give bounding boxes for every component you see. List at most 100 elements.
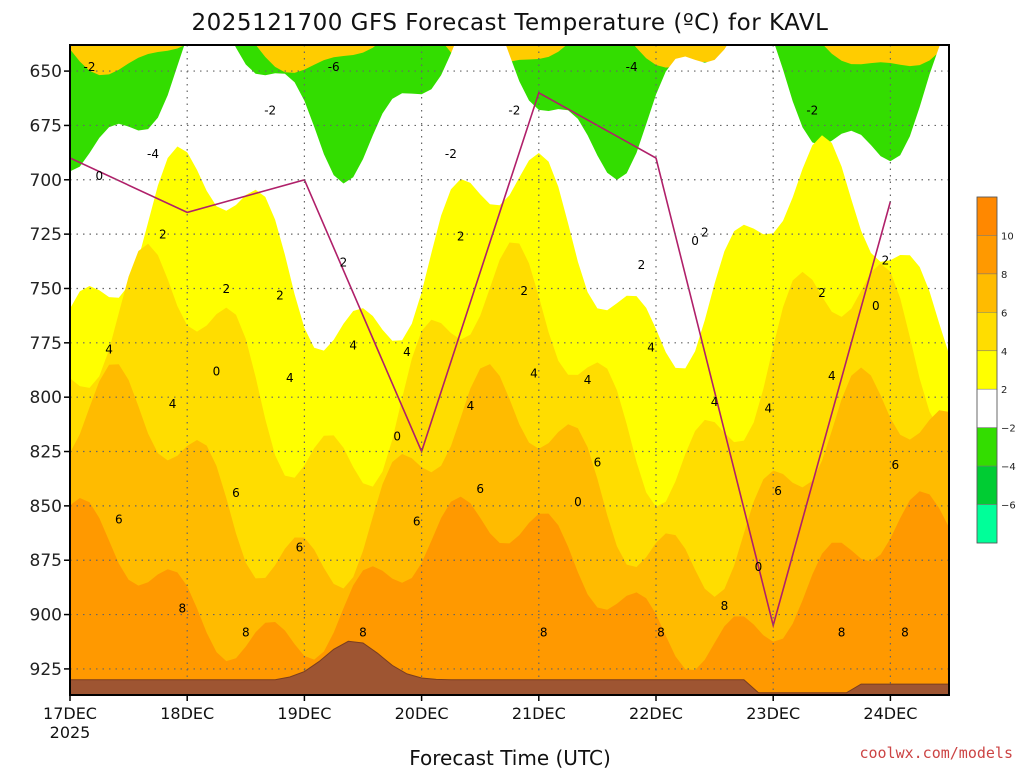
y-tick-label: 900	[30, 606, 62, 626]
contour-label: 8	[242, 625, 250, 639]
contour-label: 6	[476, 482, 484, 496]
x-tick-label: 18DEC	[160, 704, 214, 723]
colorbar-tick-label: −4	[1001, 462, 1016, 473]
contour-label: 0	[393, 430, 401, 444]
credit-text: coolwx.com/models	[859, 744, 1013, 762]
contour-label: 8	[721, 599, 729, 613]
contour-label: 6	[115, 512, 123, 526]
contour-label: 2	[340, 256, 348, 270]
contour-label: 2	[457, 230, 465, 244]
x-axis-label: Forecast Time (UTC)	[409, 746, 611, 768]
contour-label: 0	[872, 299, 880, 313]
contour-label: 8	[540, 625, 548, 639]
contour-label: 6	[774, 484, 782, 498]
contour-label: 0	[574, 495, 582, 509]
contour-label: 4	[467, 399, 475, 413]
x-tick-label: 21DEC	[512, 704, 566, 723]
contour-label: 6	[413, 514, 421, 528]
y-tick-label: 750	[30, 279, 62, 299]
y-tick-label: 700	[30, 171, 62, 191]
contour-label: 0	[95, 169, 103, 183]
colorbar-tick-label: 6	[1001, 308, 1007, 319]
chart-title: 2025121700 GFS Forecast Temperature (ºC)…	[192, 10, 829, 36]
colorbar-swatch	[976, 235, 998, 275]
contour-label: -2	[264, 104, 276, 118]
x-tick-label: 24DEC	[863, 704, 917, 723]
contour-label: 4	[530, 367, 538, 381]
colorbar-tick-label: 10	[1001, 231, 1014, 242]
y-tick-label: 825	[30, 443, 62, 463]
contour-label: -2	[84, 60, 96, 74]
contour-label: 4	[647, 341, 655, 355]
colorbar-swatch	[976, 273, 998, 313]
colorbar-swatch	[976, 350, 998, 390]
colorbar-swatch	[976, 312, 998, 351]
contour-label: 6	[891, 458, 899, 472]
colorbar-tick-label: 8	[1001, 270, 1007, 281]
y-tick-label: 650	[30, 62, 62, 82]
freezing-isotherm	[70, 91, 892, 629]
colorbar-swatch	[976, 465, 998, 505]
terrain	[70, 640, 949, 695]
plot-frame	[69, 44, 950, 696]
contour-label: -2	[445, 147, 457, 161]
y-tick-label: 925	[30, 660, 62, 680]
colorbar-swatch	[976, 504, 998, 544]
x-tick-label: 23DEC	[746, 704, 800, 723]
contour-label: -2	[508, 104, 520, 118]
temperature-band	[70, 364, 949, 695]
contour-label: 2	[882, 254, 890, 268]
contour-label: 2	[222, 282, 230, 296]
colorbar-tick-label: −6	[1001, 501, 1016, 512]
colorbar-legend: 10 8 6 4 2 −2 −4 −6	[976, 196, 1016, 544]
contour-label: 2	[159, 228, 167, 242]
contour-label: 2	[638, 258, 646, 272]
y-tick-label: 725	[30, 225, 62, 245]
temperature-band	[70, 491, 949, 695]
y-tick-label: 875	[30, 551, 62, 571]
contour-label: 6	[296, 541, 304, 555]
contour-label: 8	[178, 601, 186, 615]
contour-label: 0	[755, 560, 763, 574]
contour-label: 8	[901, 625, 909, 639]
contour-label: 6	[232, 486, 240, 500]
colorbar-tick-label: 2	[1001, 385, 1007, 396]
y-tick-label: 775	[30, 334, 62, 354]
x-tick-label: 22DEC	[629, 704, 683, 723]
contour-label: 4	[105, 343, 113, 357]
y-tick-label: 800	[30, 388, 62, 408]
contour-label: 2	[520, 284, 528, 298]
y-tick-label: 675	[30, 116, 62, 136]
colorbar-tick-label: −2	[1001, 424, 1016, 435]
contour-label: -2	[806, 104, 818, 118]
contour-label: 6	[594, 456, 602, 470]
contour-label: 4	[169, 397, 177, 411]
x-tick-label: 17DEC	[43, 704, 97, 723]
contour-label: 8	[359, 625, 367, 639]
contour-label: 0	[691, 234, 699, 248]
colorbar-frame	[976, 196, 998, 544]
colorbar-swatch	[976, 388, 998, 428]
contour-label: 0	[213, 364, 221, 378]
y-tick-label: 850	[30, 497, 62, 517]
colorbar-swatch	[976, 196, 998, 236]
contour-label: 4	[584, 373, 592, 387]
contour-label: -6	[328, 60, 340, 74]
x-axis-year-label: 2025	[50, 723, 91, 742]
contour-label: 2	[701, 225, 709, 239]
contour-label: 4	[828, 369, 836, 383]
contour-label: 4	[286, 371, 294, 385]
contour-label: 8	[657, 625, 665, 639]
contour-label: 2	[276, 288, 284, 302]
colorbar-tick-label: 4	[1001, 347, 1007, 358]
contour-label: 4	[349, 338, 357, 352]
colorbar-swatch	[976, 427, 998, 467]
contour-label: 8	[838, 625, 846, 639]
contour-label: -4	[147, 147, 159, 161]
contour-label: 2	[818, 286, 826, 300]
contour-label: 4	[711, 395, 719, 409]
x-tick-label: 20DEC	[395, 704, 449, 723]
plot-area	[70, 45, 949, 695]
contour-label: 4	[403, 345, 411, 359]
